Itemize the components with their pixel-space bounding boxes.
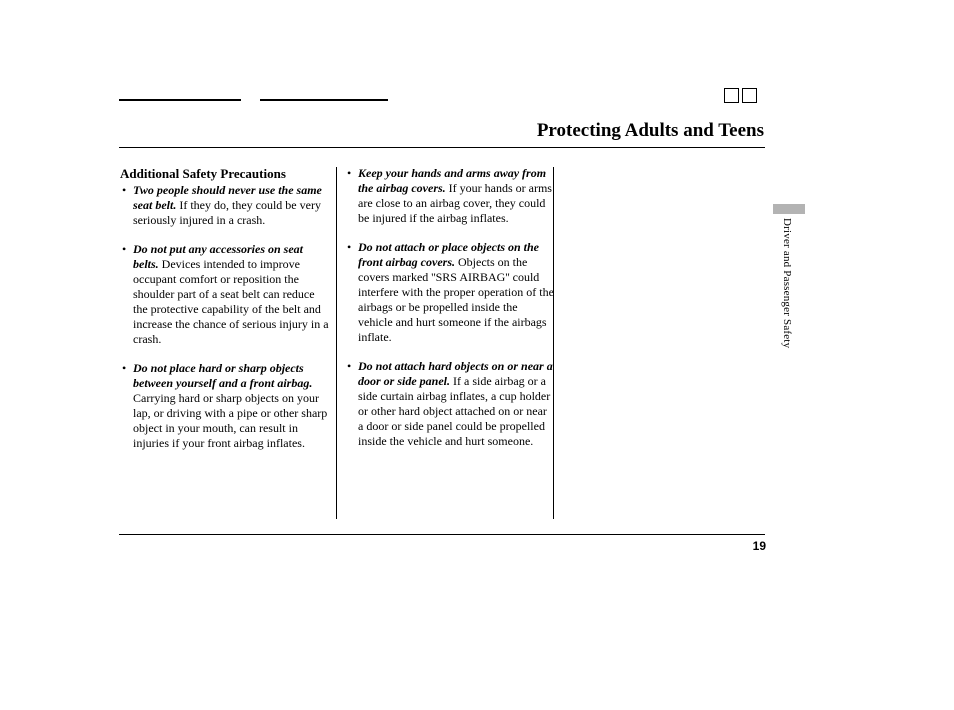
list-item: Two people should never use the same sea… [120,183,330,228]
bullet-list-col1: Two people should never use the same sea… [120,183,330,451]
bullet-body: Carrying hard or sharp objects on your l… [133,391,327,450]
side-tab-stub [773,204,805,214]
page-number: 19 [753,539,766,553]
column-separator [553,167,554,519]
section-heading: Additional Safety Precautions [120,166,330,182]
title-rule [119,147,765,148]
list-item: Do not place hard or sharp objects betwe… [120,361,330,451]
column-2: Keep your hands and arms away from the a… [345,166,555,463]
crop-mark-box [742,88,757,103]
crop-mark-box [724,88,739,103]
list-item: Do not attach or place objects on the fr… [345,240,555,345]
bullet-body: Devices intended to improve occupant com… [133,257,329,346]
column-separator [336,167,337,519]
bullet-list-col2: Keep your hands and arms away from the a… [345,166,555,449]
list-item: Keep your hands and arms away from the a… [345,166,555,226]
page-title: Protecting Adults and Teens [120,120,764,142]
bullet-lead: Do not place hard or sharp objects betwe… [133,361,312,390]
list-item: Do not attach hard objects on or near a … [345,359,555,449]
column-1: Additional Safety Precautions Two people… [120,166,330,465]
page-number-rule [119,534,765,535]
side-tab-label: Driver and Passenger Safety [779,218,793,408]
list-item: Do not put any accessories on seat belts… [120,242,330,347]
document-page: Protecting Adults and Teens Driver and P… [0,0,954,710]
top-rule-1 [119,99,241,101]
top-rule-2 [260,99,388,101]
